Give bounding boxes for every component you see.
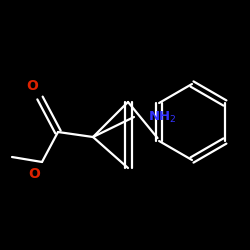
Text: O: O [26,79,38,93]
Text: NH$_2$: NH$_2$ [148,110,177,124]
Text: O: O [28,167,40,181]
